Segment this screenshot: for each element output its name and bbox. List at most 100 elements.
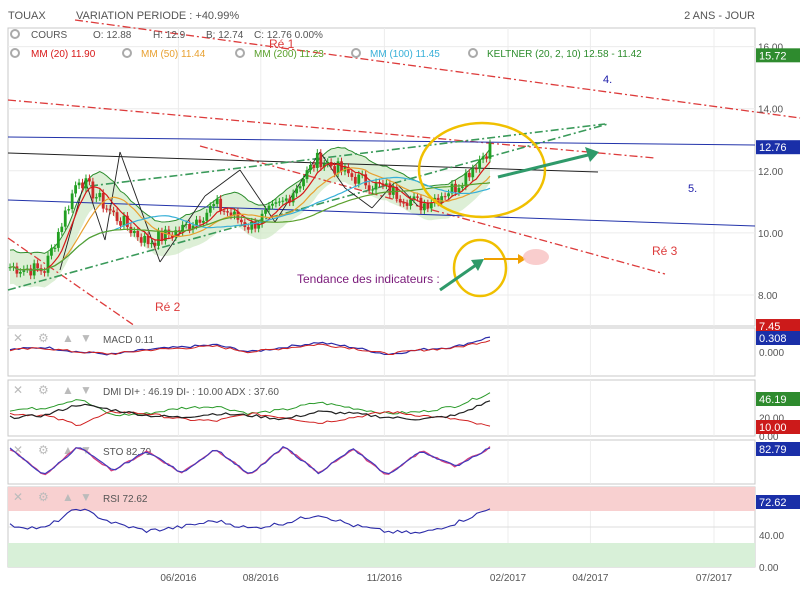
candle-body bbox=[170, 234, 174, 238]
legend-close: C: 12.76 0.00% bbox=[254, 30, 323, 41]
rsi-panel: ✕ ⚙ ▲ ▼ RSI 72.62 0.00 40.00 72.62 bbox=[8, 487, 800, 574]
price-candles bbox=[8, 139, 492, 280]
trend-blue-mid bbox=[7, 199, 756, 227]
close-icon[interactable]: ✕ bbox=[13, 331, 23, 345]
candle-body bbox=[126, 215, 129, 227]
macd-signal bbox=[9, 340, 491, 356]
candle-body bbox=[440, 196, 444, 203]
time-axis: 06/2016 08/2016 11/2016 02/2017 04/2017 07/20… bbox=[160, 573, 733, 584]
dmi-minus-line bbox=[9, 410, 491, 427]
dmi-value-label: DMI DI+ : 46.19 DI- : 10.00 ADX : 37.60 bbox=[103, 387, 279, 398]
candle-body bbox=[367, 185, 371, 191]
macd-last-tag-text: 0.308 bbox=[759, 333, 787, 345]
gear-icon[interactable] bbox=[10, 48, 20, 58]
time-tick-label: 07/2017 bbox=[696, 573, 733, 584]
time-tick-label: 11/2016 bbox=[367, 573, 403, 584]
move-up-icon[interactable]: ▲ bbox=[62, 490, 74, 504]
gear-icon[interactable]: ⚙ bbox=[38, 443, 49, 457]
close-icon[interactable]: ✕ bbox=[13, 443, 23, 457]
close-icon[interactable]: ✕ bbox=[13, 383, 23, 397]
candle-body bbox=[198, 219, 202, 223]
gear-icon[interactable] bbox=[10, 29, 20, 39]
candle-body bbox=[233, 211, 236, 216]
move-down-icon[interactable]: ▼ bbox=[80, 383, 92, 397]
time-tick-label: 02/2017 bbox=[490, 573, 527, 584]
price-tick-label: 8.00 bbox=[758, 291, 778, 302]
gear-icon[interactable]: ⚙ bbox=[38, 383, 49, 397]
price-tick-label: 10.00 bbox=[758, 229, 783, 240]
adx-line bbox=[9, 400, 491, 421]
legend-low: B: 12.74 bbox=[206, 30, 244, 41]
legend-mm100: MM (100) 11.45 bbox=[370, 49, 440, 60]
label-wave5: 5. bbox=[688, 183, 697, 195]
candle-body bbox=[416, 196, 419, 198]
rsi-last-tag bbox=[756, 495, 800, 509]
price-tick-label: 16.00 bbox=[758, 43, 783, 54]
chart-header: TOUAX VARIATION PERIODE : +40.99% 2 ANS … bbox=[8, 10, 755, 22]
trend-green-channel bbox=[89, 123, 606, 187]
candle-body bbox=[457, 187, 461, 193]
gear-icon[interactable] bbox=[235, 48, 245, 58]
candle-body bbox=[229, 212, 233, 216]
candle-body bbox=[219, 198, 223, 211]
candle-body bbox=[374, 182, 378, 190]
candle-body bbox=[226, 211, 229, 213]
candle-body bbox=[371, 189, 374, 191]
candle-body bbox=[471, 168, 475, 178]
price-high-tag bbox=[756, 48, 800, 63]
gear-icon[interactable] bbox=[468, 48, 478, 58]
label-wave4: 4. bbox=[603, 74, 612, 86]
dmi-plus-tag-text: 46.19 bbox=[759, 394, 787, 406]
rsi-oversold-band bbox=[8, 543, 755, 567]
sto-panel: ✕ ⚙ ▲ ▼ STO 82.79 82.79 bbox=[9, 442, 800, 476]
candle-body bbox=[167, 229, 171, 235]
candle-body bbox=[188, 224, 191, 230]
price-last-tag bbox=[756, 140, 800, 155]
close-icon[interactable]: ✕ bbox=[13, 490, 23, 504]
candle-body bbox=[136, 231, 140, 238]
projection-arrow-head bbox=[585, 147, 599, 162]
move-down-icon[interactable]: ▼ bbox=[80, 443, 92, 457]
candle-body bbox=[181, 224, 185, 233]
candle-body bbox=[215, 198, 219, 205]
sto-last-tag-text: 82.79 bbox=[759, 444, 787, 456]
gear-icon[interactable] bbox=[122, 48, 132, 58]
candle-body bbox=[257, 223, 261, 229]
candle-body bbox=[315, 152, 319, 168]
moving-averages bbox=[9, 161, 491, 271]
candle-body bbox=[419, 197, 423, 211]
legend-mm200: MM (200) 11.23 bbox=[254, 49, 324, 60]
move-down-icon[interactable]: ▼ bbox=[80, 331, 92, 345]
candle-body bbox=[184, 224, 188, 226]
candle-body bbox=[281, 200, 285, 202]
candle-body bbox=[94, 197, 98, 199]
wave-line bbox=[274, 151, 321, 223]
time-tick-label: 04/2017 bbox=[572, 573, 609, 584]
gear-icon[interactable]: ⚙ bbox=[38, 490, 49, 504]
move-up-icon[interactable]: ▲ bbox=[62, 383, 74, 397]
move-down-icon[interactable]: ▼ bbox=[80, 490, 92, 504]
gear-icon[interactable] bbox=[351, 48, 361, 58]
trend-re1 bbox=[74, 19, 801, 119]
candle-body bbox=[36, 263, 40, 269]
gear-icon[interactable]: ⚙ bbox=[38, 331, 49, 345]
price-low-tag bbox=[756, 319, 800, 334]
candle-body bbox=[157, 231, 160, 246]
dmi-axis-tick: 20.00 bbox=[759, 413, 784, 424]
candle-body bbox=[398, 198, 402, 203]
candle-body bbox=[319, 152, 323, 168]
move-up-icon[interactable]: ▲ bbox=[62, 331, 74, 345]
period-label[interactable]: 2 ANS - JOUR bbox=[684, 10, 755, 22]
candle-body bbox=[222, 210, 226, 212]
candle-body bbox=[274, 202, 278, 204]
candle-body bbox=[160, 231, 164, 241]
indicator-arrow bbox=[439, 263, 477, 292]
panel-frame-sto bbox=[7, 439, 756, 485]
move-up-icon[interactable]: ▲ bbox=[62, 443, 74, 457]
highlight-circle-indicators bbox=[452, 238, 508, 298]
candle-body bbox=[385, 183, 388, 186]
candle-body bbox=[326, 162, 330, 164]
time-tick-label: 06/2016 bbox=[160, 573, 197, 584]
rsi-last-tag-text: 72.62 bbox=[759, 497, 787, 509]
